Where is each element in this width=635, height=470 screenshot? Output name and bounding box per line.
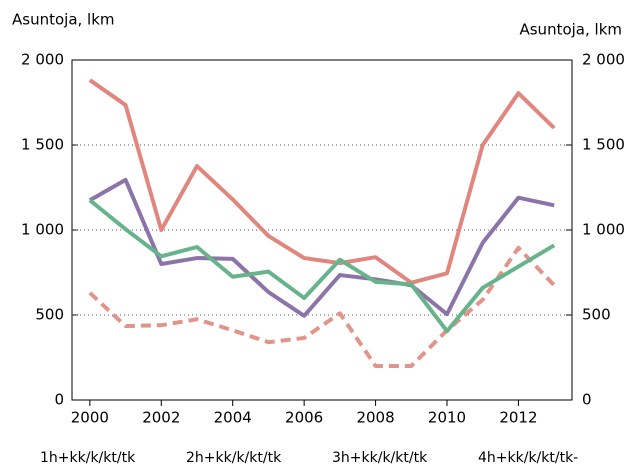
y-tick-label: 1 500 — [21, 136, 64, 154]
x-tick-label: 2010 — [428, 409, 466, 427]
x-tick-label: 2004 — [214, 409, 252, 427]
y-tick-label: 1 000 — [21, 221, 64, 239]
x-tick-label: 2008 — [356, 409, 394, 427]
y-axis-label: Asuntoja, lkm — [12, 11, 115, 29]
legend-label: 1h+kk/k/kt/tk — [40, 450, 136, 466]
series-line — [88, 245, 556, 368]
series-line — [88, 177, 555, 318]
y-tick-label: 0 — [54, 391, 64, 409]
series-line — [88, 198, 556, 334]
x-tick-label: 2012 — [499, 409, 537, 427]
legend-label: 2h+kk/k/kt/tk — [186, 450, 282, 466]
legend-label: 3h+kk/k/kt/tk — [332, 450, 428, 466]
x-tick-label: 2002 — [142, 409, 180, 427]
y2-tick-label: 2 000 — [582, 51, 625, 69]
y2-tick-label: 1 500 — [582, 136, 625, 154]
y2-tick-label: 500 — [582, 306, 611, 324]
y2-axis-label: Asuntoja, lkm — [519, 21, 622, 39]
plot-frame — [71, 59, 573, 401]
y-tick-label: 2 000 — [21, 51, 64, 69]
y2-tick-label: 1 000 — [582, 221, 625, 239]
legend-label: 4h+kk/k/kt/tk- — [478, 450, 578, 466]
y2-tick-label: 0 — [582, 391, 592, 409]
y-tick-label: 500 — [35, 306, 64, 324]
series-line — [88, 78, 556, 285]
x-tick-label: 2006 — [285, 409, 323, 427]
x-tick-label: 2000 — [71, 409, 109, 427]
